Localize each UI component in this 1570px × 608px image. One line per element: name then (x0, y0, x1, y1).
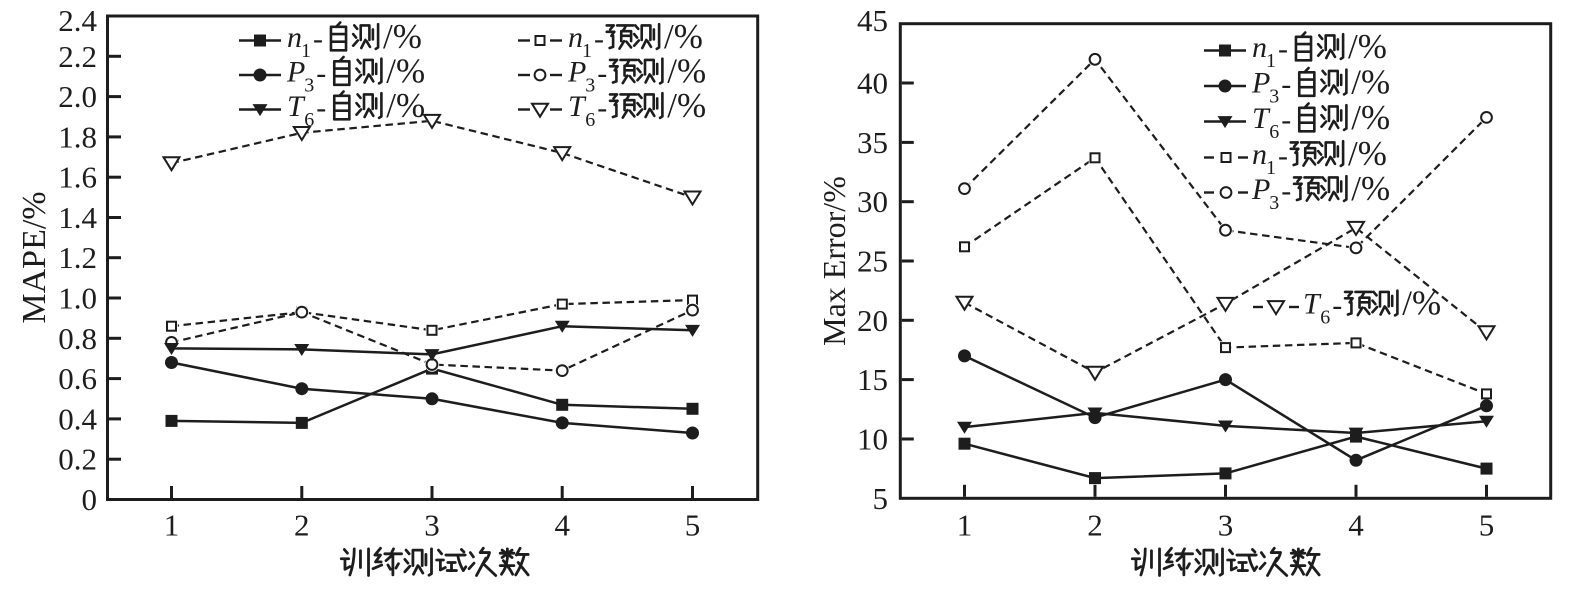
svg-text:40: 40 (857, 66, 888, 101)
svg-text:3: 3 (1218, 508, 1234, 543)
svg-text:n: n (1252, 31, 1267, 64)
svg-text:P: P (567, 56, 586, 89)
svg-text:1: 1 (1266, 157, 1276, 179)
svg-text:2: 2 (1087, 508, 1103, 543)
svg-text:1: 1 (164, 508, 180, 543)
svg-text:1: 1 (1266, 50, 1276, 72)
svg-text:-: - (1278, 33, 1288, 66)
svg-text:/%: /% (386, 52, 425, 91)
svg-text:2.2: 2.2 (58, 39, 97, 74)
svg-text:/%: /% (1348, 134, 1387, 173)
svg-text:n: n (568, 21, 583, 54)
svg-text:6: 6 (1269, 121, 1279, 143)
svg-text:3: 3 (304, 75, 314, 97)
svg-text:-: - (316, 57, 326, 90)
svg-text:-: - (597, 57, 607, 90)
svg-text:-: - (316, 92, 326, 125)
svg-text:1: 1 (957, 508, 973, 543)
svg-text:P: P (1251, 173, 1270, 206)
svg-text:1.8: 1.8 (58, 119, 97, 154)
svg-text:5: 5 (1479, 508, 1495, 543)
svg-text:1.6: 1.6 (58, 160, 97, 195)
svg-text:2.0: 2.0 (58, 79, 97, 114)
svg-text:-: - (313, 23, 323, 56)
svg-text:P: P (286, 56, 305, 89)
svg-text:P: P (1251, 67, 1270, 100)
svg-text:T: T (1252, 102, 1271, 135)
svg-text:3: 3 (424, 508, 440, 543)
svg-text:n: n (287, 21, 302, 54)
svg-text:10: 10 (857, 422, 888, 457)
svg-text:/%: /% (386, 86, 425, 125)
svg-text:3: 3 (1269, 192, 1279, 214)
svg-text:MAPE/%: MAPE/% (16, 191, 53, 323)
svg-text:/%: /% (667, 86, 706, 125)
svg-text:3: 3 (585, 75, 595, 97)
svg-text:T: T (1303, 288, 1322, 321)
svg-text:5: 5 (873, 481, 889, 516)
svg-text:-: - (1278, 140, 1288, 173)
svg-text:-: - (1332, 289, 1342, 322)
svg-text:1.4: 1.4 (58, 200, 97, 235)
svg-text:T: T (287, 90, 306, 123)
svg-text:/%: /% (1351, 169, 1390, 208)
svg-text:5: 5 (685, 508, 701, 543)
svg-text:0.4: 0.4 (58, 401, 97, 436)
svg-text:T: T (568, 90, 587, 123)
svg-text:-: - (594, 23, 604, 56)
svg-text:-: - (1281, 68, 1291, 101)
svg-text:2: 2 (294, 508, 310, 543)
svg-text:30: 30 (857, 184, 888, 219)
svg-text:-: - (1281, 175, 1291, 208)
svg-text:20: 20 (857, 303, 888, 338)
svg-text:/%: /% (383, 17, 422, 56)
svg-text:25: 25 (857, 244, 888, 279)
svg-text:4: 4 (554, 508, 570, 543)
svg-text:/%: /% (1402, 284, 1441, 323)
svg-text:2.4: 2.4 (58, 3, 97, 38)
svg-text:0.8: 0.8 (58, 321, 97, 356)
svg-text:/%: /% (667, 52, 706, 91)
svg-text:/%: /% (1348, 27, 1387, 66)
svg-text:15: 15 (857, 362, 888, 397)
svg-text:0.6: 0.6 (58, 361, 97, 396)
svg-text:-: - (1281, 104, 1291, 137)
svg-text:1: 1 (301, 40, 311, 62)
svg-text:6: 6 (304, 109, 314, 131)
svg-text:Max Error/%: Max Error/% (816, 176, 852, 346)
svg-text:1.0: 1.0 (58, 281, 97, 316)
svg-text:3: 3 (1269, 86, 1279, 108)
svg-text:0.2: 0.2 (58, 442, 97, 477)
svg-text:45: 45 (857, 3, 888, 38)
svg-text:1.2: 1.2 (58, 240, 97, 275)
svg-text:/%: /% (1351, 98, 1390, 137)
svg-text:4: 4 (1348, 508, 1364, 543)
svg-text:-: - (597, 92, 607, 125)
svg-text:1: 1 (582, 40, 592, 62)
svg-text:6: 6 (1320, 307, 1330, 329)
svg-text:n: n (1252, 138, 1267, 171)
svg-text:/%: /% (1351, 63, 1390, 102)
svg-text:35: 35 (857, 125, 888, 160)
svg-text:0: 0 (82, 482, 98, 517)
svg-text:6: 6 (585, 109, 595, 131)
svg-text:/%: /% (664, 17, 703, 56)
